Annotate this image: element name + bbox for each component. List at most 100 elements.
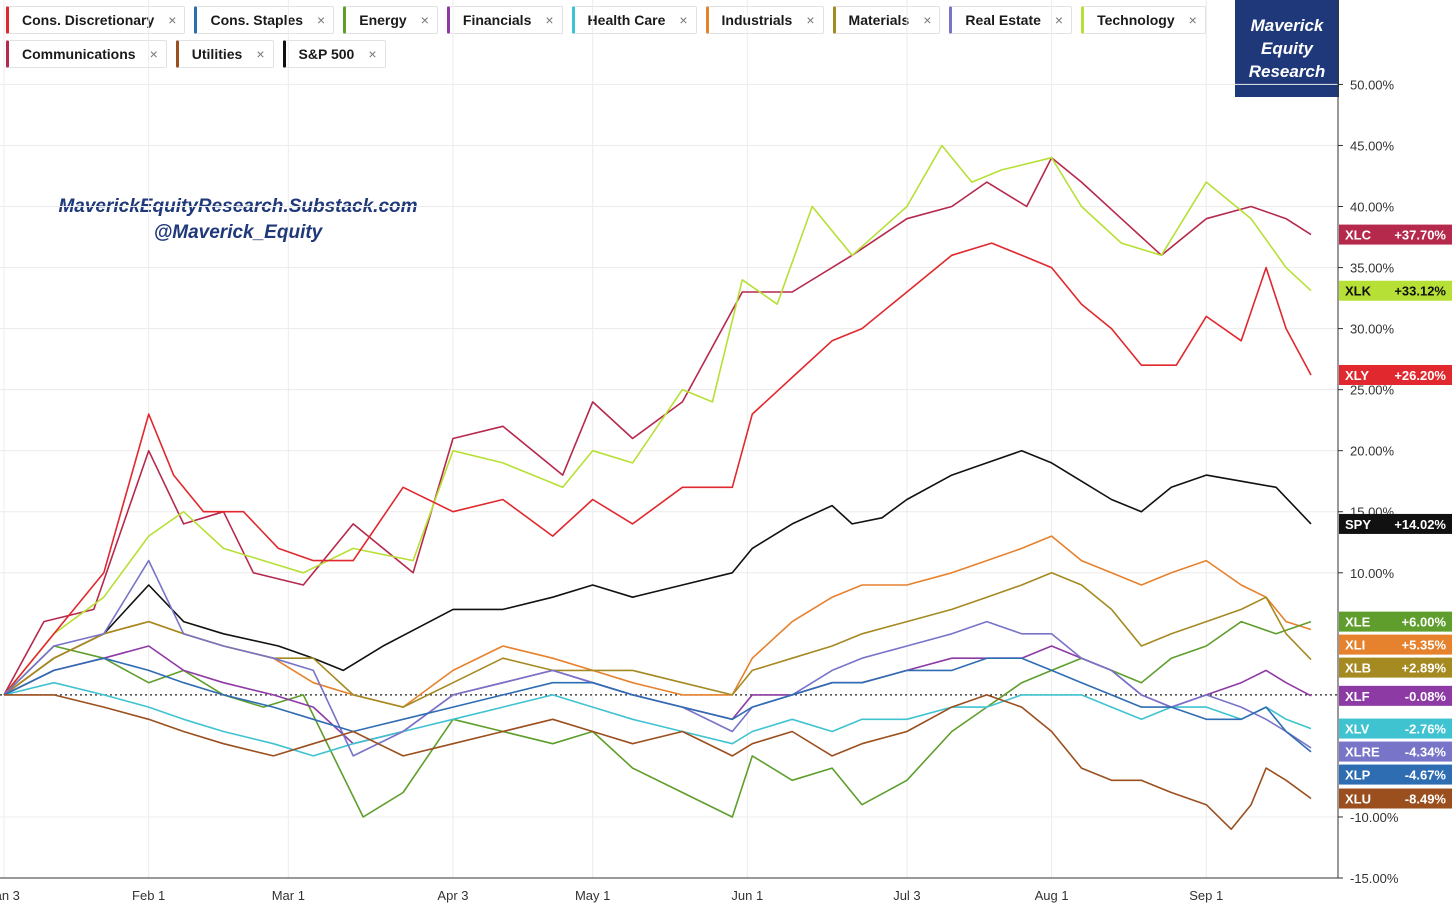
end-label-value: -8.49% bbox=[1405, 792, 1447, 807]
end-label-value: +5.35% bbox=[1402, 638, 1447, 653]
end-label-value: +2.89% bbox=[1402, 661, 1447, 676]
end-label-box-xly bbox=[1339, 364, 1452, 385]
remove-icon[interactable]: × bbox=[1188, 12, 1197, 28]
end-label-box-xlre bbox=[1339, 741, 1452, 762]
series-line-xlk bbox=[3, 144, 1312, 696]
end-label-value: +26.20% bbox=[1394, 368, 1446, 383]
end-label-box-xlc bbox=[1339, 224, 1452, 245]
end-label-box-xli bbox=[1339, 634, 1452, 655]
brand-line-1: Maverick bbox=[1250, 16, 1324, 35]
legend-chip-materials[interactable]: Materials × bbox=[832, 6, 941, 34]
y-tick-label: 40.00% bbox=[1350, 200, 1395, 215]
end-label-value: -4.34% bbox=[1405, 745, 1447, 760]
end-label-ticker: XLF bbox=[1345, 689, 1370, 704]
brand-line-3: Research bbox=[1248, 62, 1326, 81]
y-tick-label: 25.00% bbox=[1350, 383, 1395, 398]
x-tick-label: Apr 3 bbox=[437, 888, 468, 903]
y-tick-label: 10.00% bbox=[1350, 566, 1395, 581]
end-label-value: -4.67% bbox=[1405, 768, 1447, 783]
end-label-value: +14.02% bbox=[1394, 517, 1446, 532]
legend-chip-industrials[interactable]: Industrials × bbox=[705, 6, 824, 34]
y-tick-label: 35.00% bbox=[1350, 261, 1395, 276]
end-label-ticker: XLC bbox=[1345, 228, 1372, 243]
end-label-box-xlb bbox=[1339, 657, 1452, 678]
end-label-ticker: XLRE bbox=[1345, 745, 1380, 760]
y-tick-label: 20.00% bbox=[1350, 444, 1395, 459]
end-label-ticker: XLB bbox=[1345, 661, 1371, 676]
legend-chip-sp500[interactable]: S&P 500 × bbox=[282, 40, 386, 68]
end-label-ticker: SPY bbox=[1345, 517, 1371, 532]
legend-chip-label: S&P 500 bbox=[298, 46, 355, 62]
legend-chip-cons-discretionary[interactable]: Cons. Discretionary × bbox=[6, 6, 186, 34]
series-line-xli bbox=[3, 535, 1312, 708]
remove-icon[interactable]: × bbox=[368, 46, 377, 62]
end-label-box-xlu bbox=[1339, 788, 1452, 809]
remove-icon[interactable]: × bbox=[806, 12, 815, 28]
series-line-xlu bbox=[4, 694, 1312, 830]
x-tick-label: Jul 3 bbox=[893, 888, 920, 903]
series-line-xlre bbox=[3, 559, 1312, 757]
end-label-value: -0.08% bbox=[1405, 689, 1447, 704]
legend-chip-technology[interactable]: Technology × bbox=[1081, 6, 1206, 34]
end-label-box-xlp bbox=[1339, 764, 1452, 785]
legend-chip-label: Energy bbox=[359, 12, 407, 28]
end-label-ticker: XLP bbox=[1345, 768, 1371, 783]
x-tick-label: Mar 1 bbox=[272, 888, 305, 903]
brand-logo: Maverick Equity Research bbox=[1235, 0, 1339, 97]
legend-chip-label: Utilities bbox=[191, 46, 243, 62]
remove-icon[interactable]: × bbox=[679, 12, 688, 28]
legend-chip-label: Real Estate bbox=[965, 12, 1041, 28]
remove-icon[interactable]: × bbox=[168, 12, 177, 28]
legend-chip-label: Financials bbox=[462, 12, 532, 28]
x-tick-label: May 1 bbox=[575, 888, 610, 903]
remove-icon[interactable]: × bbox=[923, 12, 932, 28]
legend-chip-energy[interactable]: Energy × bbox=[343, 6, 438, 34]
end-label-ticker: XLI bbox=[1345, 638, 1365, 653]
watermark-handle: @Maverick_Equity bbox=[153, 222, 323, 243]
x-tick-label: Sep 1 bbox=[1189, 888, 1223, 903]
end-label-box-spy bbox=[1339, 513, 1452, 534]
y-tick-label: -10.00% bbox=[1350, 810, 1399, 825]
end-label-ticker: XLE bbox=[1345, 615, 1371, 630]
remove-icon[interactable]: × bbox=[545, 12, 554, 28]
series-line-xle bbox=[3, 620, 1312, 818]
x-tick-label: Feb 1 bbox=[132, 888, 165, 903]
brand-line-2: Equity bbox=[1261, 39, 1313, 58]
x-tick-label: Aug 1 bbox=[1035, 888, 1069, 903]
legend-chip-label: Health Care bbox=[587, 12, 666, 28]
end-label-value: +33.12% bbox=[1394, 284, 1446, 299]
remove-icon[interactable]: × bbox=[256, 46, 265, 62]
legend-chip-label: Technology bbox=[1097, 12, 1175, 28]
end-label-ticker: XLY bbox=[1345, 368, 1369, 383]
legend-chip-label: Cons. Staples bbox=[210, 12, 304, 28]
end-label-ticker: XLU bbox=[1345, 792, 1371, 807]
end-label-value: +37.70% bbox=[1394, 228, 1446, 243]
end-label-box-xle bbox=[1339, 611, 1452, 632]
y-tick-label: -15.00% bbox=[1350, 871, 1399, 886]
series-line-spy bbox=[3, 449, 1312, 696]
end-label-box-xlk bbox=[1339, 280, 1452, 301]
remove-icon[interactable]: × bbox=[420, 12, 429, 28]
remove-icon[interactable]: × bbox=[1054, 12, 1064, 28]
x-tick-label: Jan 3 bbox=[0, 888, 20, 903]
end-label-value: +6.00% bbox=[1402, 615, 1447, 630]
end-label-box-xlf bbox=[1339, 685, 1452, 706]
y-tick-label: 45.00% bbox=[1350, 138, 1395, 153]
legend-chip-cons-staples[interactable]: Cons. Staples × bbox=[194, 6, 335, 34]
end-label-ticker: XLK bbox=[1345, 284, 1372, 299]
legend-chip-utilities[interactable]: Utilities × bbox=[175, 40, 274, 68]
legend-chip-communications[interactable]: Communications × bbox=[6, 40, 167, 68]
x-tick-label: Jun 1 bbox=[731, 888, 763, 903]
end-label-ticker: XLV bbox=[1345, 722, 1370, 737]
series-line-xlp bbox=[3, 657, 1312, 753]
remove-icon[interactable]: × bbox=[317, 12, 326, 28]
legend-chip-label: Cons. Discretionary bbox=[22, 12, 155, 28]
legend-chip-label: Materials bbox=[848, 12, 910, 28]
y-tick-label: 30.00% bbox=[1350, 322, 1395, 337]
legend-chip-financials[interactable]: Financials × bbox=[446, 6, 563, 34]
series-line-xly bbox=[3, 242, 1312, 696]
legend-chip-label: Communications bbox=[22, 46, 136, 62]
remove-icon[interactable]: × bbox=[149, 46, 158, 62]
legend-chip-label: Industrials bbox=[721, 12, 793, 28]
